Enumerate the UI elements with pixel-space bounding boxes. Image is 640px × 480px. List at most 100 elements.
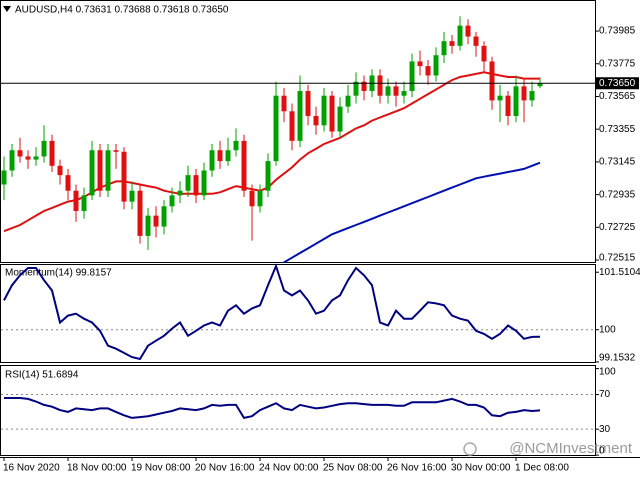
candle-body (81, 195, 87, 211)
candle-body (41, 140, 47, 157)
watermark: @NCMInvestment (509, 440, 633, 457)
candle-body (129, 190, 135, 202)
menu-icon (3, 6, 11, 12)
y-tick-label: 101.5104 (599, 267, 640, 278)
candle-body (425, 66, 431, 76)
candle-body (377, 75, 383, 96)
y-tick-label: 0.72725 (599, 222, 636, 233)
candle-body (361, 81, 367, 92)
candle-body (473, 36, 479, 46)
chart-title: AUDUSD,H4 0.73631 0.73688 0.73618 0.7365… (15, 5, 229, 16)
candle-body (505, 95, 511, 116)
momentum-title: Momentum(14) 99.8157 (5, 268, 112, 279)
moving-average (283, 161, 541, 264)
panel-frame (0, 0, 596, 263)
candle-body (113, 150, 119, 152)
panel-frame (0, 365, 596, 456)
candle-body (489, 61, 495, 101)
candle-body (153, 215, 159, 227)
y-tick-label: 0.73355 (599, 124, 636, 135)
y-tick-label: 0.73565 (599, 91, 636, 102)
candle-body (65, 175, 71, 191)
panel-frame (0, 264, 596, 363)
x-tick-label: 18 Nov 00:00 (67, 463, 127, 474)
candle-body (73, 190, 79, 211)
candle-body (89, 150, 95, 196)
y-tick-label: 0.73775 (599, 58, 636, 69)
candle-body (289, 111, 295, 141)
candle-body (449, 41, 455, 46)
candle-body (297, 91, 303, 141)
x-tick-label: 1 Dec 08:00 (515, 463, 569, 474)
indicator-line (4, 397, 541, 420)
y-tick-label: 0.73985 (599, 26, 636, 37)
candle-body (193, 175, 199, 196)
y-tick-label: 99.1532 (599, 353, 636, 364)
y-tick-label: 0 (599, 446, 605, 457)
candle-body (161, 206, 167, 227)
candle-body (201, 170, 207, 196)
candle-body (521, 86, 527, 101)
candle-body (121, 151, 127, 202)
candle-body (137, 190, 143, 236)
candle-body (401, 91, 407, 96)
candle-body (457, 25, 463, 46)
indicator-line (3, 263, 541, 361)
candle-body (321, 95, 327, 126)
candle-body (185, 175, 191, 191)
x-tick-label: 25 Nov 08:00 (323, 463, 383, 474)
candle-body (145, 215, 151, 236)
candle-body (49, 140, 55, 166)
candle-body (105, 150, 111, 191)
candle-body (177, 190, 183, 196)
candle-body (409, 61, 415, 92)
candle-body (217, 150, 223, 162)
candle-body (33, 156, 39, 160)
y-tick-label: 70 (599, 389, 611, 400)
candle-body (57, 165, 63, 176)
candle-body (257, 190, 263, 207)
x-tick-label: 26 Nov 16:00 (387, 463, 447, 474)
candle-body (313, 115, 319, 126)
x-tick-label: 20 Nov 16:00 (195, 463, 255, 474)
candle-body (281, 95, 287, 112)
candle-body (273, 95, 279, 162)
candle-body (209, 150, 215, 171)
x-tick-label: 19 Nov 08:00 (131, 463, 191, 474)
x-tick-label: 30 Nov 00:00 (451, 463, 511, 474)
candle-body (345, 95, 351, 107)
watermark-icon (463, 442, 477, 456)
rsi-title: RSI(14) 51.6894 (5, 370, 79, 381)
y-tick-label: 100 (599, 367, 616, 378)
candle-body (481, 45, 487, 62)
x-tick-label: 16 Nov 2020 (3, 463, 60, 474)
candle-body (305, 91, 311, 116)
y-tick-label: 0.72935 (599, 189, 636, 200)
candle-body (9, 150, 15, 171)
y-tick-label: 0.72515 (599, 253, 636, 264)
y-tick-label: 30 (599, 424, 611, 435)
candle-body (537, 83, 543, 87)
candle-body (497, 95, 503, 101)
x-tick-label: 24 Nov 00:00 (259, 463, 319, 474)
candle-body (233, 140, 239, 151)
candle-body (337, 106, 343, 132)
candle-body (385, 86, 391, 96)
candle-body (25, 156, 31, 160)
candle-body (241, 140, 247, 191)
candle-body (1, 170, 7, 185)
candle-body (393, 86, 399, 96)
candle-body (265, 161, 271, 191)
y-tick-label: 100 (599, 324, 616, 335)
candle-body (433, 55, 439, 76)
candle-body (329, 95, 335, 132)
candle-body (441, 41, 447, 56)
candle-body (97, 150, 103, 191)
candle-body (513, 86, 519, 116)
candle-body (17, 150, 23, 157)
candle-body (353, 81, 359, 96)
candle-body (417, 61, 423, 67)
candle-body (169, 195, 175, 207)
